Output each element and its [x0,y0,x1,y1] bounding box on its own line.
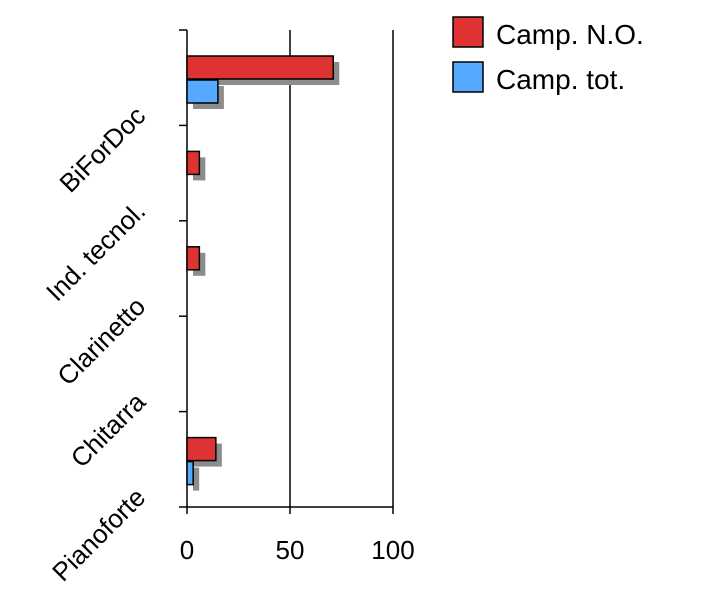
y-tick-label-2: Clarinetto [51,291,151,391]
bar-shadow [193,467,200,491]
bar-camp-no-1 [186,150,201,176]
bar-camp-no-0 [186,55,335,80]
y-tick-label-1: Ind. tecnol. [40,196,151,307]
bars [186,55,340,491]
bar-camp-no-2 [186,246,201,271]
legend-label-0: Camp. N.O. [496,19,644,50]
gridlines [289,30,394,507]
legend-swatch-0 [452,16,484,48]
legend-label-1: Camp. tot. [496,64,625,95]
legend: Camp. N.O. Camp. tot. [452,16,644,95]
bar-camp-tot-0 [186,79,219,104]
y-tick-label-3: Chitarra [65,386,152,473]
legend-swatch-1 [452,61,484,93]
bar-camp-no-4 [186,436,217,462]
x-tick-label-1: 50 [276,535,305,565]
bar-camp-tot-4 [186,460,194,486]
y-tick-label-0: BiForDoc [53,100,151,198]
y-tick-label-4: Pianoforte [46,482,151,587]
x-tick-label-0: 0 [180,535,194,565]
x-tick-label-2: 100 [371,535,414,565]
